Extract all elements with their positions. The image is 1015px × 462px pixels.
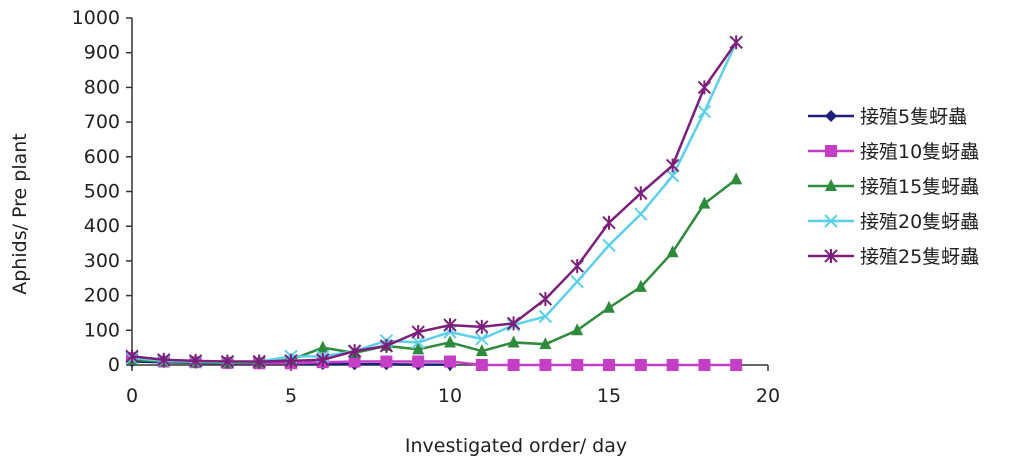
- data-point: [507, 335, 520, 348]
- series-layer: [125, 35, 743, 371]
- legend-item-5: 接殖25隻蚜蟲: [808, 246, 979, 268]
- data-point: [475, 319, 489, 334]
- data-point: [634, 207, 648, 221]
- data-point: [603, 300, 615, 313]
- y-tick-label: 1000: [72, 7, 120, 29]
- y-tick-label: 100: [84, 319, 120, 341]
- data-point: [475, 344, 488, 357]
- y-tick-label: 900: [84, 42, 120, 64]
- data-point: [602, 238, 616, 252]
- data-point: [443, 318, 457, 333]
- x-axis-title: Investigated order/ day: [405, 435, 627, 457]
- data-point: [444, 355, 456, 368]
- series-line: [131, 41, 738, 364]
- x-tick-label: 20: [756, 385, 780, 407]
- data-point: [571, 323, 584, 336]
- y-tick-label: 500: [84, 181, 120, 203]
- data-point: [379, 338, 394, 353]
- data-point: [634, 359, 647, 371]
- data-point: [665, 169, 680, 183]
- data-point: [284, 353, 298, 368]
- data-point: [252, 354, 266, 369]
- series-line: [131, 41, 738, 363]
- data-point: [634, 279, 647, 292]
- data-point: [698, 196, 711, 209]
- data-point: [824, 214, 838, 228]
- data-point: [347, 344, 362, 359]
- series-4: [125, 35, 743, 369]
- data-point: [698, 359, 711, 371]
- y-tick-label: 700: [84, 111, 120, 133]
- series-5: [125, 35, 743, 369]
- data-point: [444, 335, 456, 348]
- data-point: [634, 186, 648, 201]
- legend-item-2: 接殖10隻蚜蟲: [808, 141, 979, 163]
- data-point: [570, 275, 584, 289]
- data-point: [697, 80, 712, 95]
- data-point: [348, 355, 361, 368]
- data-point: [316, 352, 330, 367]
- data-point: [825, 110, 837, 122]
- x-tick-label: 15: [597, 385, 621, 407]
- data-point: [506, 316, 521, 331]
- legend-label: 接殖25隻蚜蟲: [860, 246, 979, 268]
- legend-label: 接殖20隻蚜蟲: [860, 211, 979, 233]
- data-point: [157, 352, 171, 367]
- data-point: [411, 325, 425, 340]
- axes: 0 100 200 300 400 500 600 700 800 900 1000 0 5 10 15 20: [72, 7, 780, 407]
- legend-item-4: 接殖20隻蚜蟲: [808, 211, 979, 233]
- y-tick-label: 400: [84, 215, 120, 237]
- data-point: [571, 359, 584, 371]
- data-point: [538, 309, 553, 324]
- data-point: [412, 355, 425, 368]
- data-point: [475, 332, 489, 346]
- data-point: [697, 104, 712, 119]
- legend-label: 接殖5隻蚜蟲: [860, 106, 967, 128]
- legend-item-1: 接殖5隻蚜蟲: [808, 106, 967, 128]
- data-point: [539, 337, 552, 350]
- x-tick-label: 0: [126, 385, 138, 407]
- data-point: [729, 35, 743, 50]
- data-point: [825, 145, 837, 157]
- x-tick-label: 5: [285, 385, 297, 407]
- y-tick-label: 200: [84, 285, 120, 307]
- data-point: [825, 179, 837, 191]
- data-point: [665, 158, 680, 173]
- data-point: [316, 340, 329, 353]
- data-point: [220, 354, 235, 369]
- y-tick-label: 600: [84, 146, 120, 168]
- data-point: [824, 249, 838, 263]
- data-point: [125, 349, 139, 364]
- x-tick-label: 10: [438, 385, 462, 407]
- data-point: [570, 259, 584, 274]
- data-point: [538, 292, 553, 307]
- data-point: [666, 245, 679, 258]
- data-point: [603, 359, 615, 371]
- legend-label: 接殖10隻蚜蟲: [860, 141, 979, 163]
- data-point: [188, 353, 203, 368]
- data-point: [380, 355, 393, 368]
- data-point: [730, 359, 743, 371]
- y-tick-label: 0: [108, 354, 120, 376]
- data-point: [475, 359, 488, 371]
- data-point: [539, 359, 552, 371]
- y-tick-label: 800: [84, 76, 120, 98]
- data-point: [666, 359, 679, 371]
- data-point: [412, 342, 425, 355]
- data-point: [602, 215, 616, 230]
- data-point: [411, 335, 425, 350]
- data-point: [507, 359, 520, 371]
- data-point: [730, 172, 743, 185]
- y-tick-label: 300: [84, 250, 120, 272]
- legend-item-3: 接殖15隻蚜蟲: [808, 176, 979, 198]
- y-axis-title: Aphids/ Pre plant: [9, 133, 31, 295]
- legend-label: 接殖15隻蚜蟲: [860, 176, 979, 198]
